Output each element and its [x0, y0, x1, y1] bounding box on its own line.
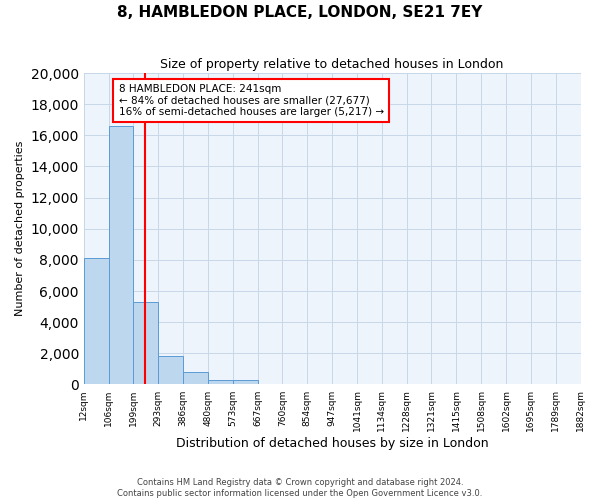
Bar	[109, 126, 133, 384]
Y-axis label: Number of detached properties: Number of detached properties	[15, 141, 25, 316]
Text: Contains HM Land Registry data © Crown copyright and database right 2024.
Contai: Contains HM Land Registry data © Crown c…	[118, 478, 482, 498]
Bar	[208, 380, 233, 384]
Text: 8 HAMBLEDON PLACE: 241sqm
← 84% of detached houses are smaller (27,677)
16% of s: 8 HAMBLEDON PLACE: 241sqm ← 84% of detac…	[119, 84, 383, 117]
Bar	[84, 258, 109, 384]
Bar	[183, 372, 208, 384]
Text: 8, HAMBLEDON PLACE, LONDON, SE21 7EY: 8, HAMBLEDON PLACE, LONDON, SE21 7EY	[118, 5, 482, 20]
Bar	[233, 380, 257, 384]
X-axis label: Distribution of detached houses by size in London: Distribution of detached houses by size …	[176, 437, 488, 450]
Bar	[158, 356, 183, 384]
Bar	[133, 302, 158, 384]
Title: Size of property relative to detached houses in London: Size of property relative to detached ho…	[160, 58, 504, 70]
